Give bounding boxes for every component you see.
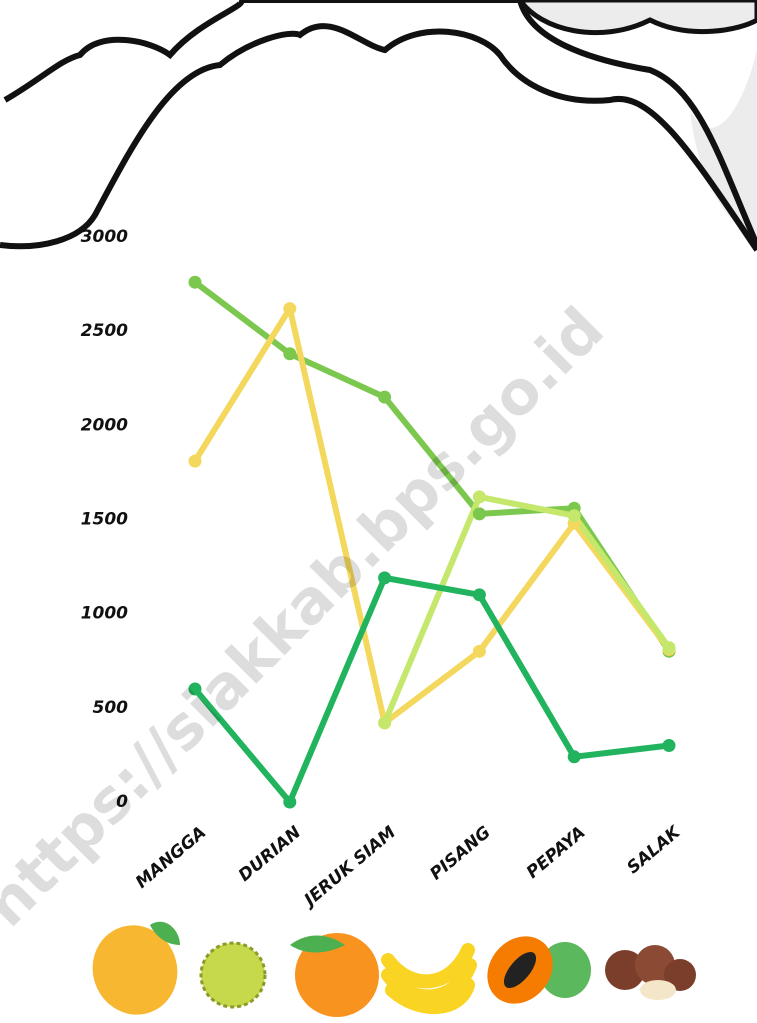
data-point — [283, 302, 297, 316]
data-point — [662, 641, 676, 655]
data-point — [188, 682, 202, 696]
y-tick-label: 1500 — [81, 510, 128, 530]
data-point — [188, 454, 202, 468]
data-point — [472, 588, 486, 602]
y-tick-label: 500 — [93, 698, 129, 718]
series-line — [192, 305, 672, 726]
x-tick-label: PEPAYA — [523, 823, 590, 883]
x-tick-label: JERUK SIAM — [298, 822, 399, 912]
fruit-icons — [92, 921, 696, 1017]
data-point — [283, 347, 297, 361]
y-tick-label: 1000 — [81, 604, 128, 624]
x-tick-label: DURIAN — [235, 823, 305, 886]
clouds — [0, 0, 757, 252]
series-line — [192, 279, 672, 655]
y-tick-label: 2000 — [81, 415, 128, 435]
x-tick-label: MANGGA — [132, 823, 210, 893]
data-point — [378, 716, 392, 730]
data-point — [472, 507, 486, 521]
data-point — [472, 490, 486, 504]
series-line — [381, 493, 672, 726]
data-point — [567, 750, 581, 764]
y-tick-label: 3000 — [81, 227, 128, 247]
x-tick-label: PISANG — [426, 822, 494, 884]
data-point — [283, 795, 297, 809]
data-point — [567, 509, 581, 523]
y-tick-label: 2500 — [81, 321, 128, 341]
data-point — [378, 571, 392, 585]
y-tick-label: 0 — [116, 792, 128, 812]
data-point — [662, 739, 676, 752]
data-point — [188, 275, 202, 289]
x-tick-label: SALAK — [623, 821, 685, 878]
series-line — [192, 574, 672, 805]
data-point — [472, 644, 486, 658]
data-point — [378, 390, 392, 404]
